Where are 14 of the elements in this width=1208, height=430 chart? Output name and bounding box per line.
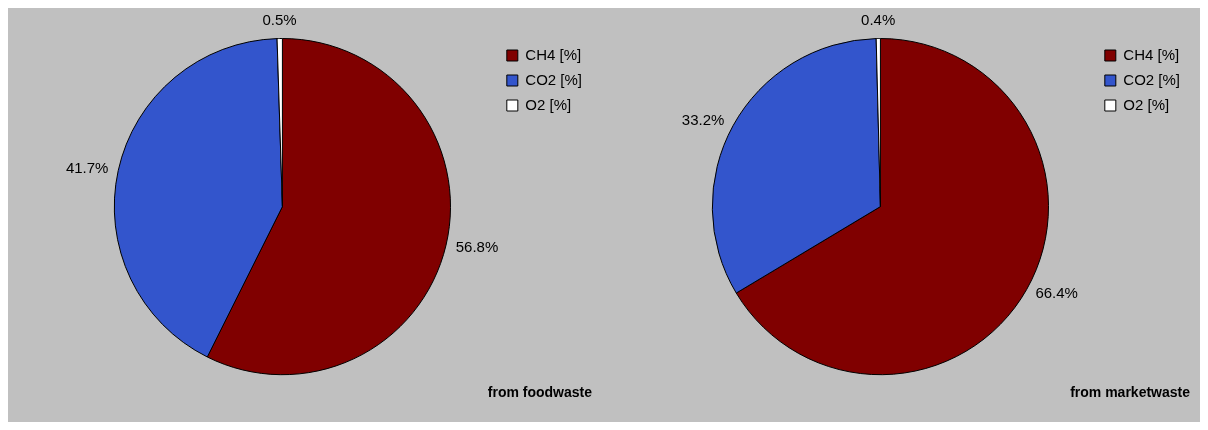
legend-label: O2 [%] (525, 95, 572, 113)
data-label: 41.7% (65, 158, 109, 176)
legend-label: CO2 [%] (525, 70, 583, 88)
legend-label: O2 [%] (1123, 95, 1170, 113)
data-label: 66.4% (1035, 284, 1078, 302)
legend-label: CO2 [%] (1123, 70, 1181, 88)
data-label: 56.8% (455, 237, 499, 255)
legend-label: CH4 [%] (525, 45, 582, 63)
data-label: 0.4% (861, 10, 896, 28)
data-label: 0.5% (262, 10, 297, 28)
text: from marketwaste (1070, 384, 1191, 401)
legend-label: CH4 [%] (1123, 45, 1180, 63)
data-label: 33.2% (681, 110, 725, 128)
text: from foodwaste (487, 384, 593, 401)
